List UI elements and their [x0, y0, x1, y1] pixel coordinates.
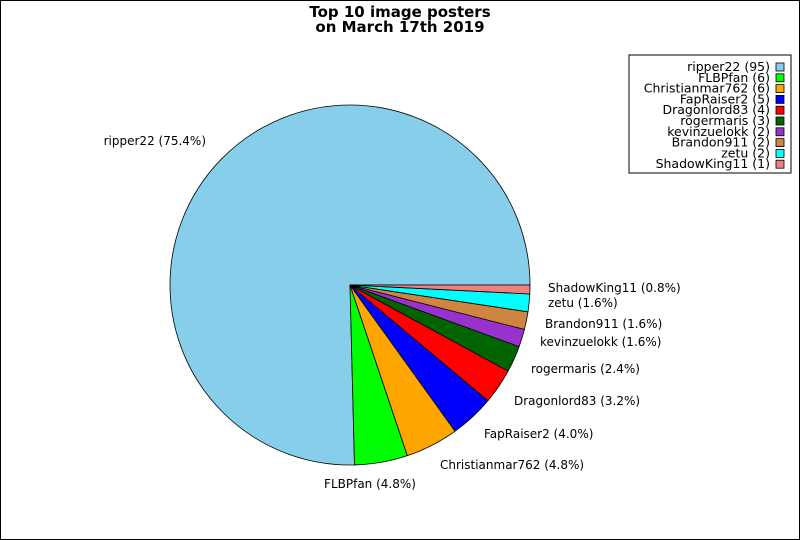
legend-label-christianmar762: Christianmar762 (6): [644, 81, 770, 96]
chart-title: Top 10 image posters on March 17th 2019: [309, 3, 490, 36]
slice-label-fapraiser2: FapRaiser2 (4.0%): [484, 427, 593, 441]
legend-swatch-kevinzuelokk: [775, 127, 785, 137]
legend-swatch-shadowking11: [775, 159, 785, 169]
slice-label-zetu: zetu (1.6%): [548, 296, 618, 310]
legend-box: [628, 54, 792, 174]
slice-label-rogermaris: rogermaris (2.4%): [531, 362, 640, 376]
legend-label-ripper22: ripper22 (95): [687, 59, 770, 74]
pie-slice-ripper22: [169, 104, 531, 466]
slice-label-flbpfan: FLBPfan (4.8%): [324, 477, 416, 491]
legend-label-rogermaris: rogermaris (3): [680, 113, 770, 128]
legend-label-brandon911: Brandon911 (2): [672, 135, 770, 150]
legend-swatch-rogermaris: [775, 116, 785, 126]
slice-label-shadowking11: ShadowKing11 (0.8%): [548, 281, 681, 295]
chart-legend: ripper22 (95)FLBPfan (6)Christianmar762 …: [628, 54, 792, 174]
legend-swatch-christianmar762: [775, 84, 785, 93]
legend-label-dragonlord83: Dragonlord83 (4): [663, 102, 771, 117]
legend-swatch-zetu: [775, 148, 785, 158]
legend-label-fapraiser2: FapRaiser2 (5): [680, 91, 770, 106]
chart-title-line-2: on March 17th 2019: [315, 18, 484, 36]
legend-swatch-dragonlord83: [775, 105, 785, 115]
legend-label-zetu: zetu (2): [721, 145, 770, 160]
slice-label-brandon911: Brandon911 (1.6%): [545, 317, 662, 331]
legend-label-shadowking11: ShadowKing11 (1): [656, 156, 770, 171]
legend-label-flbpfan: FLBPfan (6): [698, 70, 770, 85]
pie-slice-shadowking11: [349, 284, 531, 295]
slice-label-kevinzuelokk: kevinzuelokk (1.6%): [540, 335, 661, 349]
slice-label-ripper22: ripper22 (75.4%): [104, 134, 206, 148]
legend-swatch-flbpfan: [775, 73, 785, 83]
pie-slices: [169, 104, 531, 466]
legend-swatch-brandon911: [775, 138, 785, 148]
chart-title-line-1: Top 10 image posters: [309, 3, 490, 21]
slice-label-dragonlord83: Dragonlord83 (3.2%): [514, 394, 640, 408]
legend-label-kevinzuelokk: kevinzuelokk (2): [667, 124, 770, 139]
legend-swatch-fapraiser2: [775, 95, 785, 104]
slice-label-christianmar762: Christianmar762 (4.8%): [440, 458, 584, 472]
pie-slice-labels: ripper22 (75.4%) FLBPfan (4.8%) Christianm…: [104, 134, 681, 491]
legend-swatch-ripper22: [775, 62, 785, 72]
